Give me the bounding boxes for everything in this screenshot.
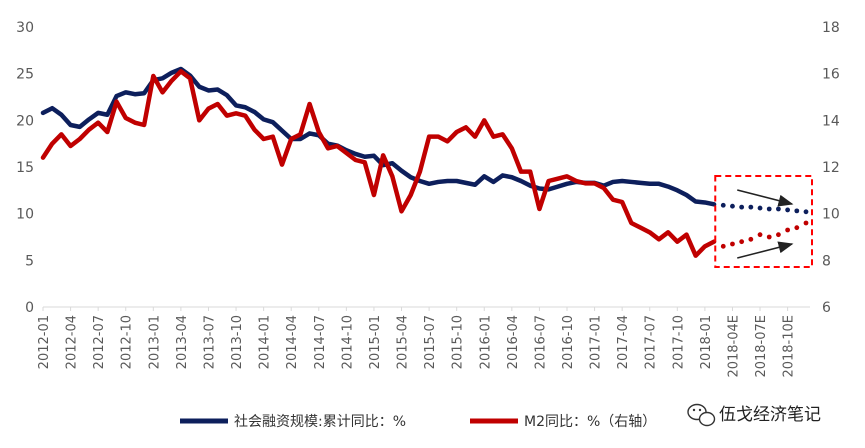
x-tick-label: 2016-04 bbox=[506, 315, 521, 369]
watermark-text: 伍戈经济笔记 bbox=[719, 405, 821, 425]
projection-point-m2 bbox=[748, 236, 754, 242]
y-right-tick-label: 6 bbox=[822, 300, 831, 316]
x-tick-label: 2017-07 bbox=[644, 315, 659, 369]
projection-point-m2 bbox=[776, 232, 781, 238]
arrow-down-social-financing bbox=[737, 189, 794, 207]
y-left-tick-label: 5 bbox=[25, 253, 34, 269]
series-layer bbox=[40, 66, 809, 258]
x-tick-label: 2014-04 bbox=[285, 315, 300, 369]
y-right-tick-label: 18 bbox=[822, 20, 840, 36]
y-right-tick-label: 8 bbox=[822, 253, 831, 269]
x-axis: 2012-01 2012-04 2012-07 2012-10 2013-01 2013-… bbox=[37, 306, 810, 378]
y-right-tick-label: 12 bbox=[822, 160, 840, 176]
x-tick-label: 2013-04 bbox=[175, 315, 190, 369]
projection-point-social-financing bbox=[803, 209, 809, 215]
x-tick-label: 2017-04 bbox=[616, 315, 631, 369]
projection-point-m2 bbox=[720, 243, 726, 249]
projection-point-m2 bbox=[785, 227, 791, 233]
projection-point-social-financing bbox=[766, 206, 772, 212]
x-tick-label: 2018-10E bbox=[782, 315, 797, 378]
legend: 社会融资规模:累计同比：% M2同比：%（右轴） bbox=[180, 414, 656, 430]
projection-point-social-financing bbox=[776, 206, 781, 212]
projection-point-social-financing bbox=[785, 207, 791, 213]
left-axis: 0 5 10 15 20 25 30 bbox=[16, 20, 34, 316]
series-line-m2 bbox=[40, 69, 717, 258]
x-tick-label: 2014-01 bbox=[258, 315, 273, 369]
y-left-tick-label: 30 bbox=[16, 20, 34, 36]
x-tick-label: 2014-07 bbox=[313, 315, 328, 369]
projection-point-m2 bbox=[757, 232, 763, 238]
x-tick-label: 2012-10 bbox=[120, 315, 135, 369]
projection-point-social-financing bbox=[730, 203, 735, 209]
y-left-tick-label: 25 bbox=[16, 67, 34, 83]
x-tick-label: 2014-10 bbox=[340, 315, 355, 369]
x-tick-label: 2013-01 bbox=[147, 315, 162, 369]
projection-point-social-financing bbox=[794, 208, 800, 214]
x-tick-label: 2015-07 bbox=[423, 315, 438, 369]
projection-point-m2 bbox=[794, 225, 800, 231]
x-tick-label: 2015-10 bbox=[451, 315, 466, 369]
y-left-tick-label: 10 bbox=[16, 207, 34, 223]
legend-label-m2: M2同比：%（右轴） bbox=[524, 414, 656, 430]
x-tick-label: 2018-07E bbox=[754, 315, 769, 378]
x-tick-label: 2012-01 bbox=[37, 315, 52, 369]
annotation-layer bbox=[714, 175, 814, 268]
x-tick-label: 2015-01 bbox=[368, 315, 383, 369]
y-left-tick-label: 20 bbox=[16, 113, 34, 129]
x-tick-label: 2018-04E bbox=[726, 315, 741, 378]
projection-point-m2 bbox=[739, 239, 745, 245]
y-left-tick-label: 0 bbox=[25, 300, 34, 316]
x-tick-label: 2012-04 bbox=[65, 315, 80, 369]
y-left-tick-label: 15 bbox=[16, 160, 34, 176]
projection-point-social-financing bbox=[720, 202, 726, 208]
x-tick-label: 2017-01 bbox=[589, 315, 604, 369]
projection-point-social-financing bbox=[739, 204, 745, 210]
watermark: 伍戈经济笔记 bbox=[687, 403, 821, 427]
projection-point-social-financing bbox=[757, 205, 763, 211]
estimate-dashed-box bbox=[714, 175, 814, 268]
y-right-tick-label: 14 bbox=[822, 113, 840, 129]
x-tick-label: 2017-10 bbox=[671, 315, 686, 369]
arrow-up-m2 bbox=[737, 241, 794, 259]
right-axis: 6 8 10 12 14 16 18 bbox=[822, 20, 840, 316]
x-tick-label: 2015-04 bbox=[396, 315, 411, 369]
projection-point-m2 bbox=[766, 234, 772, 240]
legend-label-social-financing: 社会融资规模:累计同比：% bbox=[234, 414, 406, 430]
y-right-tick-label: 10 bbox=[822, 207, 840, 223]
x-tick-label: 2013-10 bbox=[230, 315, 245, 369]
wechat-icon bbox=[687, 403, 716, 427]
x-tick-label: 2016-10 bbox=[561, 315, 576, 369]
x-tick-label: 2013-07 bbox=[202, 315, 217, 369]
x-tick-label: 2012-07 bbox=[92, 315, 107, 369]
projection-point-social-financing bbox=[748, 204, 754, 210]
projection-point-m2 bbox=[730, 241, 735, 247]
y-right-tick-label: 16 bbox=[822, 67, 840, 83]
x-tick-label: 2016-01 bbox=[478, 315, 493, 369]
x-tick-label: 2018-01 bbox=[699, 315, 714, 369]
projection-point-m2 bbox=[803, 220, 809, 226]
x-tick-label: 2016-07 bbox=[533, 315, 548, 369]
